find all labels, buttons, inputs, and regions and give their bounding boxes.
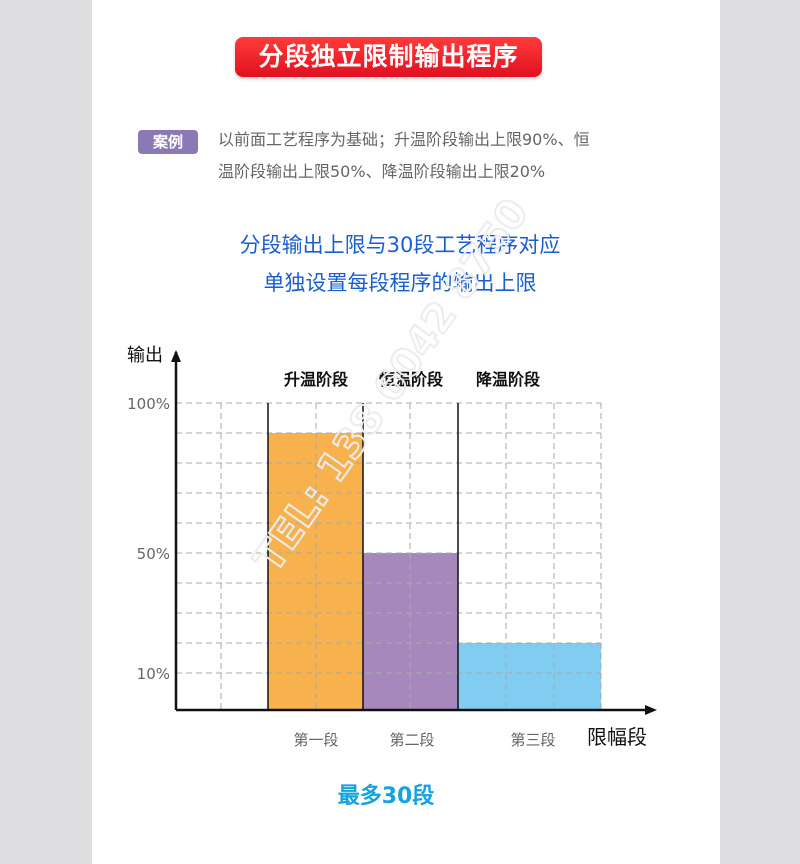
case-badge: 案例 (138, 130, 198, 154)
case-description: 以前面工艺程序为基础；升温阶段输出上限90%、恒 温阶段输出上限50%、降温阶段… (218, 124, 638, 188)
x-axis-arrow-icon (645, 705, 657, 715)
y-axis-label: 输出 (127, 345, 163, 366)
page-title: 分段独立限制输出程序 (235, 37, 542, 77)
subtitle-line-1: 分段输出上限与30段工艺程序对应 (239, 233, 561, 257)
subtitle-line-2: 单独设置每段程序的输出上限 (263, 271, 537, 295)
x-tick-label: 第三段 (510, 731, 555, 749)
y-axis-arrow-icon (171, 350, 181, 362)
stage-label: 恒温阶段 (379, 370, 444, 389)
x-tick-label: 第一段 (293, 731, 338, 749)
case-line-2: 温阶段输出上限50%、降温阶段输出上限20% (218, 162, 546, 181)
x-tick-label: 第二段 (389, 731, 434, 749)
stage-label: 升温阶段 (284, 370, 349, 389)
x-axis-label: 限幅段 (587, 725, 647, 749)
bar-3 (458, 643, 601, 710)
footer-note: 最多30段 (337, 784, 435, 809)
case-line-1: 以前面工艺程序为基础；升温阶段输出上限90%、恒 (218, 130, 590, 149)
stage-label: 降温阶段 (476, 370, 541, 389)
y-tick-label: 50% (137, 545, 170, 563)
y-tick-label: 10% (137, 665, 170, 683)
y-tick-label: 100% (127, 395, 170, 413)
